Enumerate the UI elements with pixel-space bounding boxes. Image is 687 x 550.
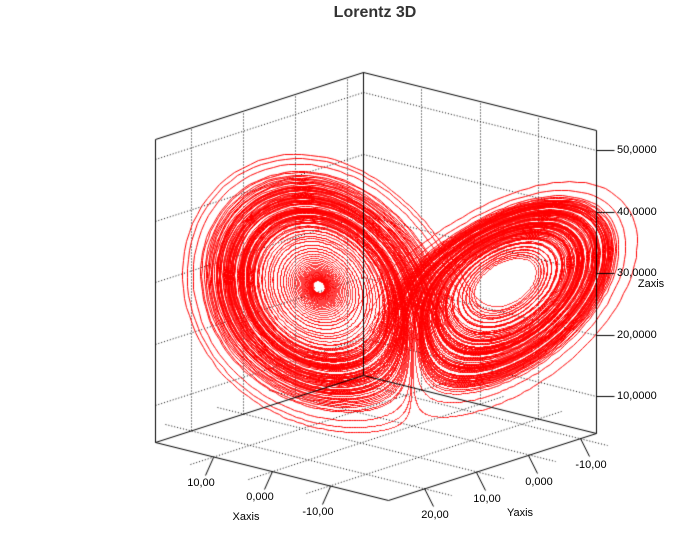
- x-tick-label: 10,00: [187, 477, 215, 489]
- y-tick-label: 10,00: [473, 493, 501, 505]
- y-tick-label: -10,00: [575, 459, 607, 471]
- x-tick-label: 0,000: [246, 491, 274, 503]
- z-tick-label: 50,0000: [617, 144, 657, 156]
- y-axis-title: Yaxis: [506, 507, 534, 519]
- x-axis-title: Xaxis: [232, 511, 260, 523]
- z-tick-label: 20,0000: [617, 329, 657, 341]
- y-tick-label: 0,000: [525, 476, 553, 488]
- z-tick-label: 10,0000: [617, 390, 657, 402]
- z-tick-label: 40,0000: [617, 206, 657, 218]
- z-tick-label: 30,0000: [617, 267, 657, 279]
- z-axis-title: Zaxis: [637, 278, 665, 290]
- y-tick-label: 20,00: [421, 509, 449, 521]
- chart-title: Lorentz 3D: [333, 4, 417, 21]
- x-tick-label: -10,00: [302, 506, 334, 518]
